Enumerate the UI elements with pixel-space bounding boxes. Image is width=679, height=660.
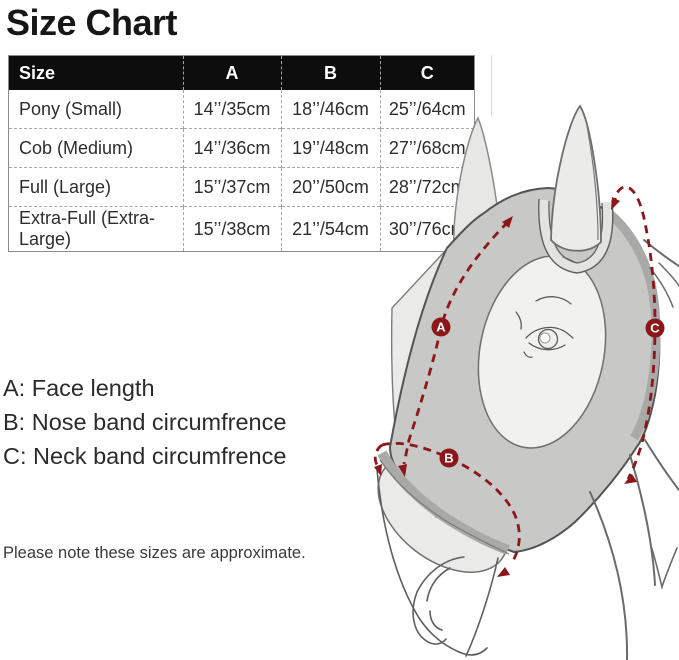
size-cell: Full (Large): [9, 167, 183, 207]
value-cell: 19’’/48cm: [280, 128, 380, 168]
right-ear-inner-line: [586, 125, 599, 241]
ear-opening-rim: [538, 198, 614, 274]
arrowhead: [398, 464, 407, 477]
mane-wisp: [651, 547, 678, 591]
table-header-c: C: [379, 56, 474, 90]
measurement-markers: A B C: [431, 317, 665, 468]
table-header-a: A: [182, 56, 281, 90]
neck-band: [607, 210, 661, 441]
value-cell: 28’’/72cm: [379, 167, 474, 207]
value-cell: 21’’/54cm: [280, 206, 380, 251]
marker-c-circle: [645, 318, 665, 338]
value-cell: 14’’/35cm: [182, 90, 281, 129]
nose-band-edge: [379, 459, 510, 555]
nostril-outline: [412, 556, 465, 645]
measurement-arrow-a: [402, 221, 509, 465]
page-title: Size Chart: [6, 2, 178, 43]
marker-c-label: C: [650, 321, 660, 336]
size-table: Size A B C Pony (Small) 14’’/35cm 18’’/4…: [8, 55, 475, 252]
value-cell: 15’’/37cm: [182, 167, 281, 207]
arrowhead: [624, 474, 637, 484]
measurement-legend: A: Face length B: Nose band circumfrence…: [3, 371, 286, 473]
marker-b-label: B: [444, 451, 453, 466]
measurement-arrow-c: [612, 185, 657, 480]
size-cell: Pony (Small): [9, 90, 183, 129]
horse-lower-face-lines: [376, 468, 499, 657]
mane-wisp: [658, 262, 679, 287]
value-cell: 14’’/36cm: [182, 128, 281, 168]
horse-right-ear: [550, 104, 602, 252]
horse-eye: [515, 296, 574, 358]
marker-a-circle: [431, 317, 451, 337]
value-cell: 15’’/38cm: [182, 206, 281, 251]
marker-a-label: A: [436, 320, 446, 335]
table-right-border: [491, 55, 492, 117]
table-row-cob: Cob (Medium) 14’’/36cm 19’’/48cm 27’’/68…: [9, 128, 474, 168]
table-header-b: B: [280, 56, 380, 90]
value-cell: 18’’/46cm: [280, 90, 380, 129]
table-row-pony: Pony (Small) 14’’/35cm 18’’/46cm 25’’/64…: [9, 90, 474, 129]
legend-item-nose-band: B: Nose band circumfrence: [3, 409, 287, 435]
size-cell: Extra-Full (Extra-Large): [9, 206, 183, 251]
mask-eye-opening: [477, 255, 607, 449]
table-row-extra-full: Extra-Full (Extra-Large) 15’’/38cm 21’’/…: [9, 206, 474, 251]
horse-neck-lines: [589, 239, 679, 660]
value-cell: 27’’/68cm: [379, 128, 474, 168]
value-cell: 30’’/76cm: [379, 206, 474, 251]
legend-item-face-length: A: Face length: [3, 375, 155, 401]
value-cell: 20’’/50cm: [280, 167, 380, 207]
legend-item-neck-band: C: Neck band circumfrence: [3, 443, 287, 469]
horse-muzzle: [377, 455, 509, 573]
horse-face-edge: [390, 247, 461, 471]
arrowhead: [502, 216, 513, 228]
mane-wisp: [649, 267, 674, 308]
table-header-row: Size A B C: [9, 56, 474, 90]
size-cell: Cob (Medium): [9, 128, 183, 168]
value-cell: 25’’/64cm: [379, 90, 474, 129]
approximate-sizes-note: Please note these sizes are approximate.: [3, 544, 306, 562]
table-row-full: Full (Large) 15’’/37cm 20’’/50cm 28’’/72…: [9, 167, 474, 207]
nose-band: [377, 450, 510, 555]
arrowhead: [611, 197, 620, 210]
nostril-inner-line: [426, 567, 451, 602]
marker-b-circle: [439, 448, 459, 468]
measurement-arrow-b: [373, 441, 521, 565]
arrowhead: [374, 464, 382, 476]
table-header-size: Size: [9, 56, 183, 90]
arrowhead: [497, 567, 510, 577]
